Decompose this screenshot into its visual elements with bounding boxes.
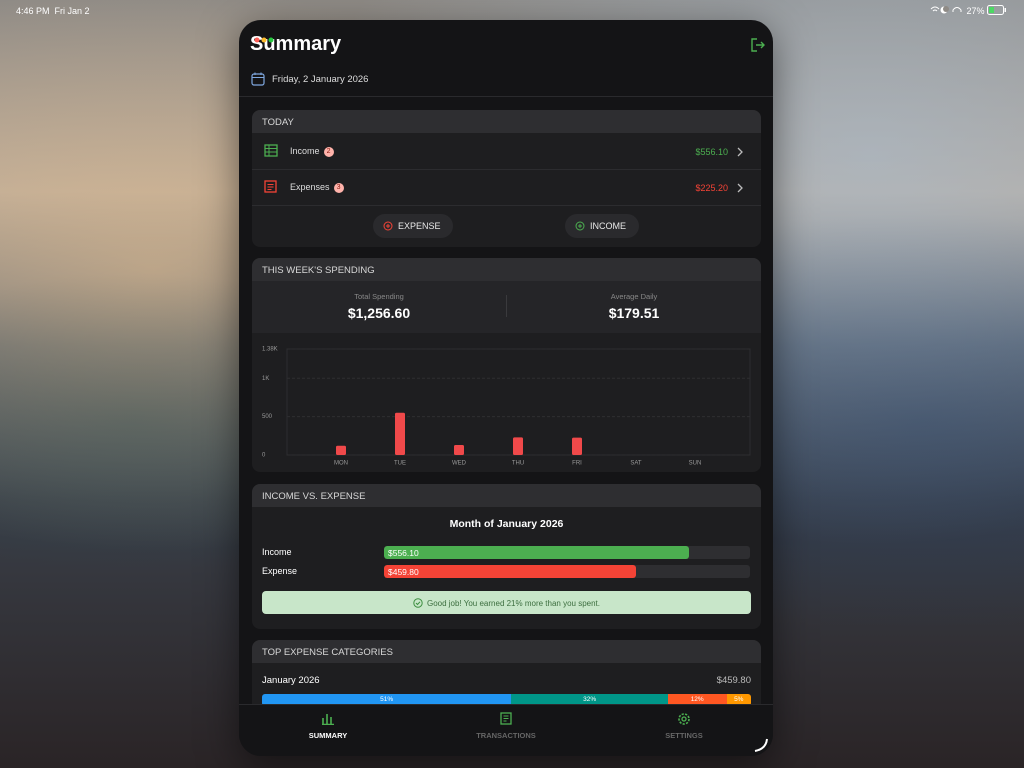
card-header: INCOME VS. EXPENSE (252, 484, 761, 507)
income-amount: $556.10 (695, 147, 728, 157)
income-icon (264, 144, 278, 157)
current-date: Friday, 2 January 2026 (272, 74, 369, 85)
expenses-row[interactable]: Expenses 3 (290, 182, 344, 193)
tab-settings[interactable]: SETTINGS (624, 705, 744, 756)
add-expense-button[interactable]: EXPENSE (373, 214, 453, 238)
bar (572, 437, 582, 455)
resize-handle[interactable] (753, 737, 769, 753)
stat-value: $179.51 (608, 305, 660, 321)
logout-button[interactable] (751, 38, 765, 52)
category-bar: 51% 32% 12% 5% (262, 694, 751, 706)
stat-label: Total Spending (354, 292, 404, 301)
bar-label: Expense (262, 566, 298, 576)
message-text: Good job! You earned 21% more than you s… (426, 599, 600, 608)
tab-icon (678, 713, 690, 725)
status-left: 4:46 PM Fri Jan 2 (16, 6, 90, 16)
tab-transactions[interactable]: TRANSACTIONS (446, 705, 566, 756)
window-controls[interactable] (254, 36, 276, 44)
tab-bar: SUMMARY TRANSACTIONS SETTINGS (239, 704, 773, 756)
expense-amount: $225.20 (695, 183, 728, 193)
divider (252, 205, 761, 206)
x-tick-label: SUN (689, 461, 702, 467)
income-row[interactable]: Income 2 (290, 146, 334, 157)
card-header: TOP EXPENSE CATEGORIES (252, 640, 761, 663)
status-time: 4:46 PM (16, 6, 50, 16)
weekly-chart: 0 500 1K 1.38K MON TUE WED THU FRI SAT SUN (262, 347, 751, 467)
x-tick-label: FRI (572, 461, 582, 467)
y-tick-label: 0 (262, 453, 266, 459)
stat-label: Average Daily (610, 292, 658, 301)
badge: 2 (323, 147, 334, 157)
status-icons (930, 6, 962, 14)
chevron (737, 183, 743, 193)
bar-value-label: $459.80 (388, 567, 419, 577)
x-tick-label: MON (334, 461, 348, 467)
income-expense-card: INCOME VS. EXPENSE Month of January 2026… (252, 484, 761, 629)
plus-icon (383, 221, 393, 231)
check-icon (413, 598, 423, 608)
segment: 32% (511, 694, 668, 706)
x-tick-label: TUE (394, 461, 406, 467)
bar (384, 546, 690, 559)
card-header: TODAY (252, 110, 761, 133)
summary-message: Good job! You earned 21% more than you s… (262, 591, 751, 614)
total: $459.80 (716, 675, 751, 686)
plus-icon (575, 221, 585, 231)
button-label: EXPENSE (398, 221, 441, 231)
chevron (737, 147, 743, 157)
bar (336, 445, 346, 455)
bar (513, 437, 523, 455)
divider (239, 96, 773, 97)
status-date: Fri Jan 2 (54, 6, 90, 16)
bar (395, 412, 405, 455)
tab-summary[interactable]: SUMMARY (268, 705, 388, 756)
bar-track: $556.10 (384, 546, 750, 559)
today-card: TODAY Income 2 $556.10 Expenses 3 $225.20 … (252, 110, 761, 247)
add-income-button[interactable]: INCOME (565, 214, 639, 238)
divider (506, 295, 507, 317)
tab-label: SETTINGS (665, 731, 703, 740)
segment: 5% (726, 694, 751, 706)
y-tick-label: 1K (262, 376, 269, 382)
segment-label: 51% (380, 696, 394, 703)
segment-label: 32% (583, 696, 597, 703)
battery-level: 27% (966, 6, 985, 16)
segment-label: 5% (734, 696, 744, 703)
x-tick-label: WED (452, 461, 467, 467)
segment: 51% (262, 694, 512, 706)
y-tick-label: 500 (262, 414, 273, 420)
tab-icon (322, 714, 334, 725)
row-label: Income (290, 146, 320, 156)
x-tick-label: SAT (630, 461, 642, 467)
y-tick-label: 1.38K (262, 347, 278, 353)
tab-label: TRANSACTIONS (476, 731, 536, 740)
stats-panel: Total Spending $1,256.60 Average Daily $… (252, 281, 761, 333)
calendar-icon (251, 72, 265, 86)
tab-icon (500, 712, 512, 725)
stat-value: $1,256.60 (347, 305, 411, 321)
bar (384, 565, 637, 578)
tab-label: SUMMARY (308, 731, 348, 740)
bar (454, 445, 464, 455)
segment-label: 12% (690, 696, 704, 703)
battery-icon (987, 5, 1007, 15)
bar-track: $459.80 (384, 565, 750, 578)
week-card: THIS WEEK'S SPENDING Total Spending $1,2… (252, 258, 761, 472)
month-title: Month of January 2026 (449, 518, 564, 530)
card-header: THIS WEEK'S SPENDING (252, 258, 761, 281)
x-tick-label: THU (512, 461, 524, 467)
bar-value-label: $556.10 (388, 548, 419, 558)
row-label: Expenses (290, 182, 330, 192)
bar-label: Income (262, 547, 292, 557)
button-label: INCOME (590, 221, 626, 231)
period: January 2026 (262, 675, 320, 686)
app-window: Summary Friday, 2 January 2026 TODAY Inc… (239, 20, 773, 756)
status-right: 27% (930, 5, 1010, 16)
segment: 12% (667, 694, 727, 706)
divider (252, 169, 761, 170)
expense-icon (264, 180, 277, 193)
badge: 3 (333, 183, 344, 193)
